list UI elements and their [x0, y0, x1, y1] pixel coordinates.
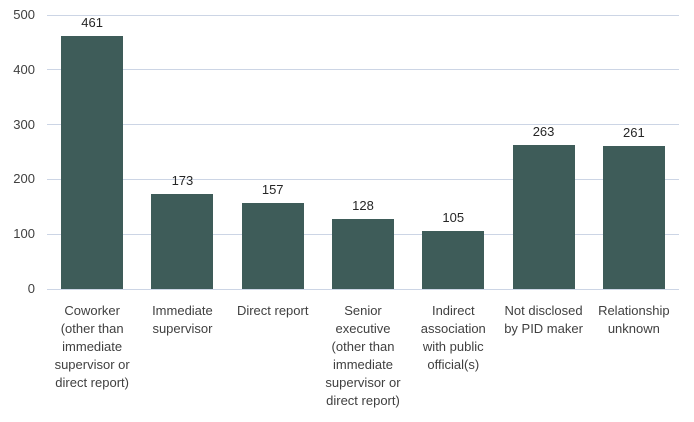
x-axis-category-label: Coworker (other than immediate superviso… — [54, 303, 130, 390]
y-axis-tick-label: 500 — [13, 7, 35, 22]
gridline — [47, 288, 679, 290]
bar — [602, 145, 665, 289]
y-axis-tick-label: 200 — [13, 171, 35, 187]
x-axis-category-label: Immediate supervisor — [152, 303, 213, 336]
plot-area: 461 173 157 128 105 263 261 — [47, 14, 679, 290]
x-axis-category-label: Senior executive (other than immediate s… — [325, 303, 401, 408]
gridline — [47, 178, 679, 180]
bar-slot: 105 — [408, 15, 498, 289]
bar-value-label: 105 — [442, 210, 465, 226]
bar-value-label: 173 — [171, 173, 194, 189]
x-axis-category-label: Indirect association with public officia… — [420, 303, 486, 372]
y-axis-tick-label: 100 — [13, 226, 35, 242]
x-axis-category-label: Relationship unknown — [598, 303, 670, 336]
y-axis-tick-label: 0 — [27, 281, 35, 296]
bar-slot: 157 — [228, 15, 318, 289]
bar — [331, 218, 394, 289]
bar-slot: 173 — [137, 15, 227, 289]
bar-slot: 263 — [498, 15, 588, 289]
gridline — [47, 124, 679, 126]
bar-value-label: 461 — [81, 15, 103, 31]
bar-value-label: 128 — [352, 197, 374, 213]
bar-slot: 261 — [589, 15, 679, 289]
bar-value-label: 157 — [261, 181, 284, 197]
y-axis-tick-label: 400 — [13, 61, 35, 77]
gridline — [47, 14, 679, 16]
bar — [512, 144, 575, 289]
bar — [422, 231, 485, 289]
bar-slot: 128 — [318, 15, 408, 289]
x-axis-category-label: Not disclosed by PID maker — [504, 303, 583, 336]
bar — [61, 36, 124, 289]
bar-slot: 461 — [47, 15, 137, 289]
x-axis-category-label: Direct report — [236, 303, 309, 318]
bar — [241, 202, 304, 289]
bar-value-label: 261 — [622, 124, 645, 140]
x-axis-labels: Coworker (other than immediate superviso… — [47, 302, 679, 422]
bar-value-label: 263 — [532, 123, 555, 139]
bar — [151, 194, 214, 289]
y-axis-tick-label: 300 — [13, 116, 35, 132]
gridline — [47, 69, 679, 71]
